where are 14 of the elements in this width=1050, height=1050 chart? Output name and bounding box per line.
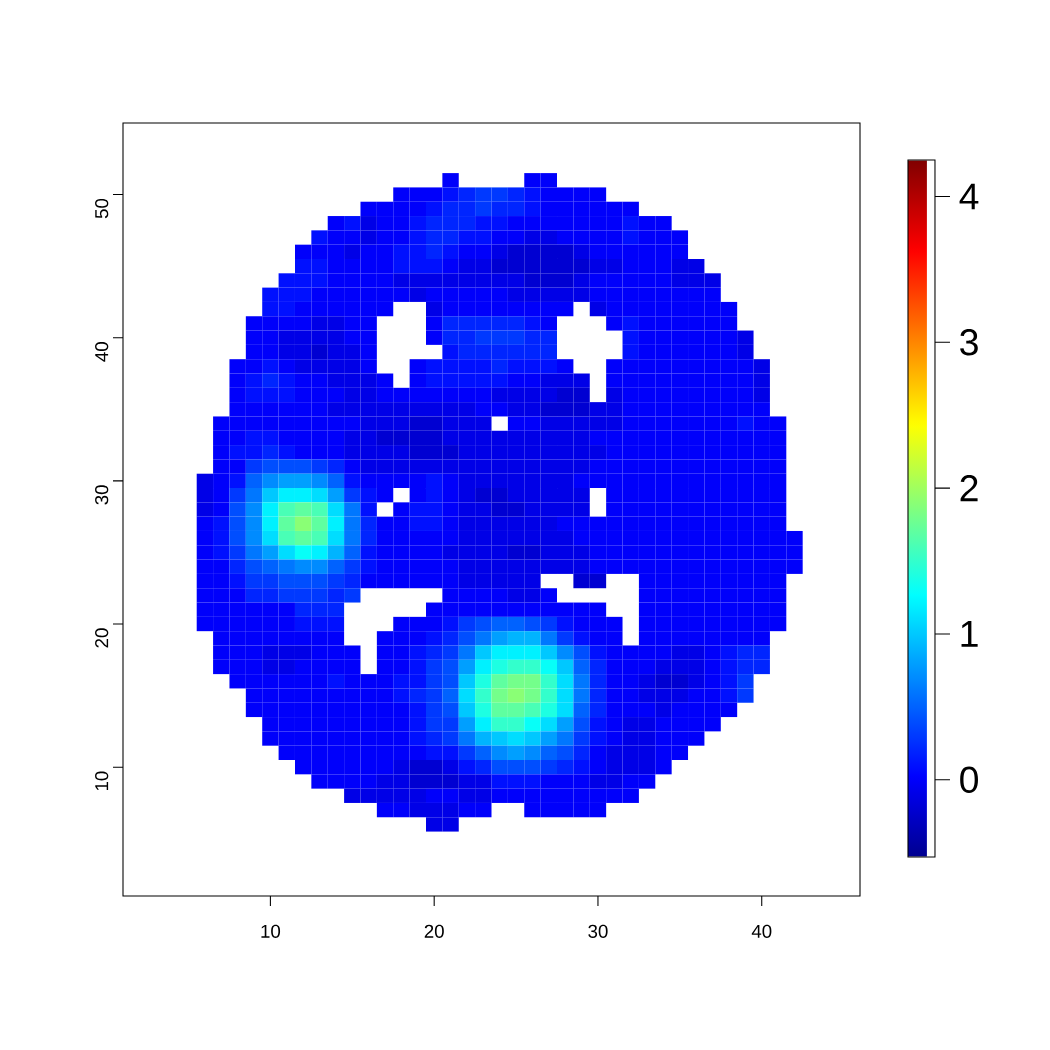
- y-tick-label: 30: [95, 485, 109, 505]
- x-tick-label: 40: [751, 924, 772, 938]
- color-bar-label: 2: [960, 475, 978, 502]
- color-bar-label: 4: [959, 183, 979, 210]
- y-tick-label: 40: [95, 342, 109, 362]
- x-tick-label: 20: [424, 924, 444, 938]
- color-bar-label: 0: [960, 766, 978, 793]
- color-bar-label: 3: [960, 329, 978, 356]
- y-tick-label: 10: [95, 771, 109, 791]
- y-tick-label: 50: [95, 198, 109, 219]
- color-bar-label: 1: [961, 621, 978, 647]
- x-tick-label: 10: [261, 924, 281, 938]
- x-tick-label: 30: [588, 924, 608, 938]
- y-tick-label: 20: [95, 628, 109, 648]
